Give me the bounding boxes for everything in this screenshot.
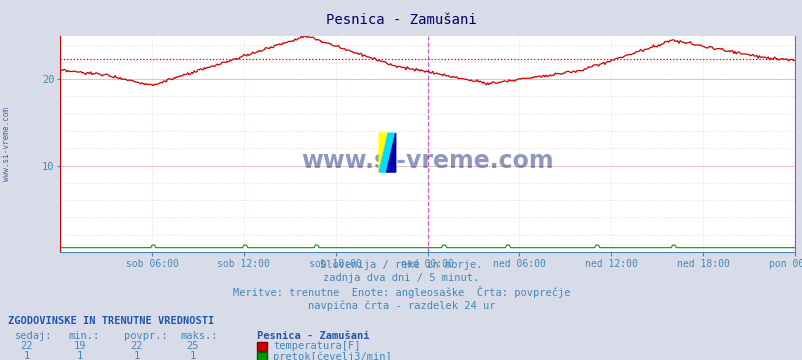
Text: navpična črta - razdelek 24 ur: navpična črta - razdelek 24 ur [307,300,495,311]
Text: 1: 1 [23,351,30,360]
Text: 1: 1 [77,351,83,360]
Text: 22: 22 [20,341,33,351]
Text: temperatura[F]: temperatura[F] [273,341,360,351]
Text: pretok[čevelj3/min]: pretok[čevelj3/min] [273,351,391,360]
Text: Pesnica - Zamušani: Pesnica - Zamušani [257,330,369,341]
Text: 25: 25 [186,341,199,351]
Text: sedaj:: sedaj: [14,330,52,341]
Text: povpr.:: povpr.: [124,330,168,341]
Polygon shape [379,133,387,172]
Text: www.si-vreme.com: www.si-vreme.com [2,107,11,181]
Text: 1: 1 [133,351,140,360]
Text: www.si-vreme.com: www.si-vreme.com [301,149,553,173]
Text: Meritve: trenutne  Enote: angleosaške  Črta: povprečje: Meritve: trenutne Enote: angleosaške Črt… [233,285,569,298]
Text: ZGODOVINSKE IN TRENUTNE VREDNOSTI: ZGODOVINSKE IN TRENUTNE VREDNOSTI [8,316,214,326]
Text: 1: 1 [189,351,196,360]
Text: 19: 19 [74,341,87,351]
Text: zadnja dva dni / 5 minut.: zadnja dva dni / 5 minut. [323,273,479,283]
Text: Pesnica - Zamušani: Pesnica - Zamušani [326,13,476,27]
Polygon shape [379,133,395,172]
Text: Slovenija / reke in morje.: Slovenija / reke in morje. [320,260,482,270]
Text: 22: 22 [130,341,143,351]
Text: min.:: min.: [68,330,99,341]
Polygon shape [386,133,395,172]
Text: maks.:: maks.: [180,330,218,341]
